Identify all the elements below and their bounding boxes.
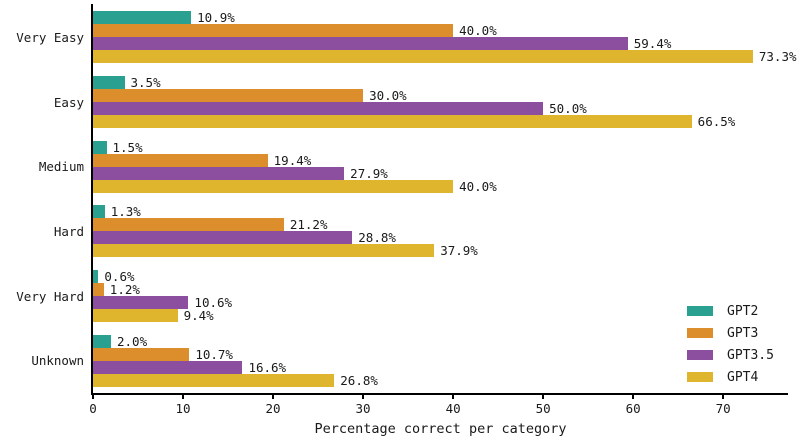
bar-value-label: 26.8% <box>340 372 378 388</box>
bar-value-label: 28.8% <box>358 230 396 246</box>
bar-gpt4-very-hard <box>93 308 178 322</box>
bar-value-label: 50.0% <box>549 100 587 116</box>
bar-value-label: 2.0% <box>117 333 148 349</box>
bar-value-label: 37.9% <box>440 243 478 259</box>
legend-row-gpt4: GPT4 <box>687 366 774 388</box>
bar-gpt3-very-hard <box>93 282 104 296</box>
bar-gpt3-5-medium <box>93 166 345 180</box>
x-tick-label: 10 <box>175 401 191 416</box>
y-axis-line <box>91 4 93 395</box>
bar-value-label: 66.5% <box>697 113 736 129</box>
bar-gpt2-very-easy <box>93 11 192 25</box>
bar-gpt3-hard <box>93 218 284 232</box>
y-tick-label-hard: Hard <box>53 223 84 239</box>
legend-label: GPT3 <box>727 325 759 341</box>
bar-gpt4-unknown <box>93 373 335 387</box>
x-tick-mark <box>182 395 185 399</box>
legend-label: GPT4 <box>727 369 759 385</box>
legend-row-gpt3: GPT3 <box>687 322 774 344</box>
y-tick-label-medium: Medium <box>38 159 84 175</box>
bar-gpt3-medium <box>93 153 268 167</box>
bar-value-label: 27.9% <box>350 165 388 181</box>
x-tick-mark <box>542 395 545 399</box>
bar-value-label: 73.3% <box>758 49 797 65</box>
y-tick-label-unknown: Unknown <box>31 353 84 369</box>
bar-gpt2-unknown <box>93 334 111 348</box>
x-tick-label: 20 <box>265 401 281 416</box>
bar-gpt2-hard <box>93 205 105 219</box>
x-axis-title: Percentage correct per category <box>314 421 567 437</box>
legend-row-gpt3-5: GPT3.5 <box>687 344 774 366</box>
x-tick-label: 0 <box>89 401 97 416</box>
bar-value-label: 9.4% <box>183 307 214 323</box>
bar-gpt3-unknown <box>93 347 190 361</box>
bar-gpt2-very-hard <box>93 269 99 283</box>
x-tick-label: 60 <box>625 401 641 416</box>
y-tick-label-very-hard: Very Hard <box>16 288 84 304</box>
bar-group-hard: 1.3% 21.2% 28.8% 37.9% <box>93 199 788 264</box>
bar-value-label: 40.0% <box>459 178 497 194</box>
bar-group-unknown: 2.0% 10.7% 16.6% 26.8% <box>93 328 788 393</box>
plot-area: 10.9% 40.0% 59.4% 73.3% 3.5% 30.0% 50.0% 66.5% 1… <box>93 5 797 393</box>
bar-value-label: 19.4% <box>273 152 312 168</box>
legend-swatch-gpt4 <box>687 372 713 382</box>
x-tick-label: 50 <box>535 401 551 416</box>
bar-value-label: 3.5% <box>130 74 161 90</box>
bar-value-label: 10.6% <box>194 294 233 310</box>
bar-gpt4-medium <box>93 179 454 193</box>
bar-value-label: 0.6% <box>104 268 135 284</box>
legend-label: GPT3.5 <box>727 347 774 363</box>
bar-group-medium: 1.5% 19.4% 27.9% 40.0% <box>93 134 788 199</box>
legend-swatch-gpt3-5 <box>687 350 713 360</box>
bar-gpt3-easy <box>93 88 364 102</box>
bar-group-very-hard: 0.6% 1.2% 10.6% 9.4% <box>93 264 788 329</box>
bar-group-easy: 3.5% 30.0% 50.0% 66.5% <box>93 70 788 135</box>
x-tick-mark <box>452 395 455 399</box>
bar-gpt4-very-easy <box>93 50 753 64</box>
bar-value-label: 10.9% <box>197 10 235 26</box>
bar-value-label: 10.7% <box>195 346 233 362</box>
bar-value-label: 21.2% <box>289 217 328 233</box>
legend-swatch-gpt2 <box>687 306 713 316</box>
bar-value-label: 30.0% <box>369 87 407 103</box>
x-tick-mark <box>272 395 275 399</box>
bar-gpt3-5-unknown <box>93 360 243 374</box>
bar-gpt2-medium <box>93 140 107 154</box>
x-tick-mark <box>632 395 635 399</box>
bar-gpt3-5-easy <box>93 101 544 115</box>
bar-value-label: 1.3% <box>110 204 141 220</box>
y-tick-label-easy: Easy <box>53 94 84 110</box>
bar-value-label: 40.0% <box>459 23 497 39</box>
x-tick-label: 40 <box>445 401 461 416</box>
bar-value-label: 1.5% <box>112 139 143 155</box>
bar-gpt3-5-hard <box>93 231 353 245</box>
bar-gpt3-very-easy <box>93 24 454 38</box>
bar-gpt4-hard <box>93 244 435 258</box>
x-tick-mark <box>722 395 725 399</box>
x-tick-label: 30 <box>355 401 371 416</box>
legend-label: GPT2 <box>727 303 759 319</box>
bar-gpt3-5-very-hard <box>93 295 189 309</box>
bar-gpt3-5-very-easy <box>93 37 628 51</box>
bar-value-label: 1.2% <box>109 281 140 297</box>
x-tick-label: 70 <box>715 401 731 416</box>
bar-gpt4-easy <box>93 114 692 128</box>
x-tick-mark <box>92 395 94 399</box>
x-tick-mark <box>362 395 365 399</box>
x-axis-line <box>91 393 788 395</box>
bar-gpt2-easy <box>93 75 125 89</box>
y-tick-label-very-easy: Very Easy <box>16 29 84 45</box>
bar-value-label: 16.6% <box>248 359 287 375</box>
bar-group-very-easy: 10.9% 40.0% 59.4% 73.3% <box>93 5 797 70</box>
bar-value-label: 59.4% <box>633 36 672 52</box>
legend-swatch-gpt3 <box>687 328 713 338</box>
legend-row-gpt2: GPT2 <box>687 300 774 322</box>
legend: GPT2 GPT3 GPT3.5 GPT4 <box>687 300 774 388</box>
